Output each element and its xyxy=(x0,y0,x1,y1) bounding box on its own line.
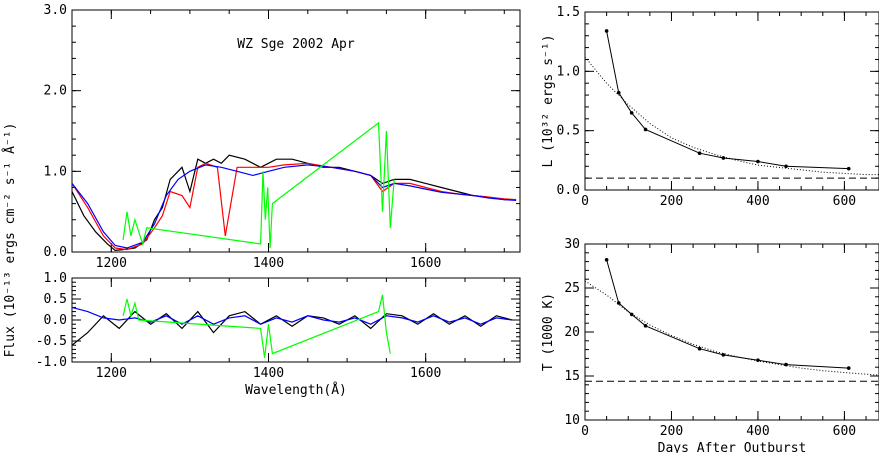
data-point xyxy=(756,358,760,362)
y-tick-label: 15 xyxy=(564,369,580,384)
x-tick-label: 200 xyxy=(660,424,683,439)
y-axis-label: Flux (10⁻¹³ ergs cm⁻² s⁻¹ Å⁻¹) xyxy=(2,123,18,358)
data-point xyxy=(784,164,788,169)
series-line-0 xyxy=(71,154,517,252)
series-line-1 xyxy=(71,162,517,251)
y-tick-label: 20 xyxy=(564,325,580,340)
x-tick-label: 1600 xyxy=(410,256,441,271)
y-tick-label: 2.0 xyxy=(44,84,67,99)
x-tick-label: 600 xyxy=(833,194,856,209)
y-tick-label: 25 xyxy=(564,281,580,296)
series-line-3 xyxy=(122,121,395,249)
fit-curve xyxy=(584,56,879,176)
y-tick-label: 0.0 xyxy=(44,313,67,328)
y-tick-label: 0.5 xyxy=(44,292,67,307)
chart-title: WZ Sge 2002 Apr xyxy=(237,37,355,52)
x-tick-label: 1400 xyxy=(253,256,284,271)
y-tick-label: 0.0 xyxy=(44,245,67,260)
y-tick-label: 10 xyxy=(564,413,580,428)
data-point xyxy=(756,159,760,164)
y-tick-label: 1.0 xyxy=(44,271,67,286)
data-point xyxy=(629,111,634,115)
x-axis-label: Wavelength(Å) xyxy=(245,382,347,398)
data-point xyxy=(697,151,702,156)
y-axis-label: T (1000 K) xyxy=(541,293,556,371)
data-line xyxy=(606,30,849,170)
plot-frame xyxy=(584,11,879,191)
data-point xyxy=(616,90,621,95)
x-tick-label: 400 xyxy=(746,194,769,209)
data-point xyxy=(846,366,851,370)
y-tick-label: -0.5 xyxy=(36,334,67,349)
y-tick-label: 1.5 xyxy=(557,5,580,20)
chart-temperature: 10 15 20 25 30 0 200 400 600 Days After Outburst T… xyxy=(541,237,879,453)
chart-residuals: -1.0 -0.5 0.0 0.5 1.0 1200 1400 1600 Wavelength(… xyxy=(36,271,521,398)
y-tick-label: 30 xyxy=(564,237,580,252)
series-line-2 xyxy=(122,294,391,358)
data-line xyxy=(606,259,849,369)
x-tick-label: 1200 xyxy=(96,256,127,271)
data-point xyxy=(697,346,702,351)
y-tick-label: -1.0 xyxy=(36,355,67,370)
data-point xyxy=(616,301,621,305)
x-tick-label: 600 xyxy=(833,424,856,439)
data-point xyxy=(721,156,726,160)
y-axis-label: L (10³² ergs s⁻¹) xyxy=(541,34,556,167)
data-point xyxy=(629,312,634,317)
data-point xyxy=(643,127,648,132)
x-axis-label: Days After Outburst xyxy=(658,441,807,453)
data-point xyxy=(604,258,609,262)
fit-curve xyxy=(584,280,879,376)
data-point xyxy=(643,324,648,328)
x-tick-label: 400 xyxy=(746,424,769,439)
data-point xyxy=(604,29,609,33)
x-tick-label: 1400 xyxy=(253,366,284,381)
y-tick-label: 1.0 xyxy=(557,64,580,79)
x-tick-label: 1600 xyxy=(410,366,441,381)
x-tick-label: 0 xyxy=(581,424,589,439)
data-point xyxy=(784,362,788,367)
y-tick-label: 0.5 xyxy=(557,124,580,139)
y-tick-label: 3.0 xyxy=(44,3,67,18)
plot-frame xyxy=(71,9,521,253)
x-tick-label: 0 xyxy=(581,194,589,209)
data-point xyxy=(846,166,851,171)
y-tick-label: 1.0 xyxy=(44,164,67,179)
plot-frame xyxy=(584,243,879,421)
chart-luminosity: 0.0 0.5 1.0 1.5 0 200 400 600 L (10³² ergs s⁻¹) xyxy=(541,5,879,209)
y-tick-label: 0.0 xyxy=(557,183,580,198)
x-tick-label: 1200 xyxy=(96,366,127,381)
series-line-2 xyxy=(71,164,517,249)
x-tick-label: 200 xyxy=(660,194,683,209)
chart-spectrum: 0.0 1.0 2.0 3.0 1200 1400 1600 WZ Sge 2002 Apr F… xyxy=(2,3,521,358)
data-point xyxy=(721,353,726,357)
